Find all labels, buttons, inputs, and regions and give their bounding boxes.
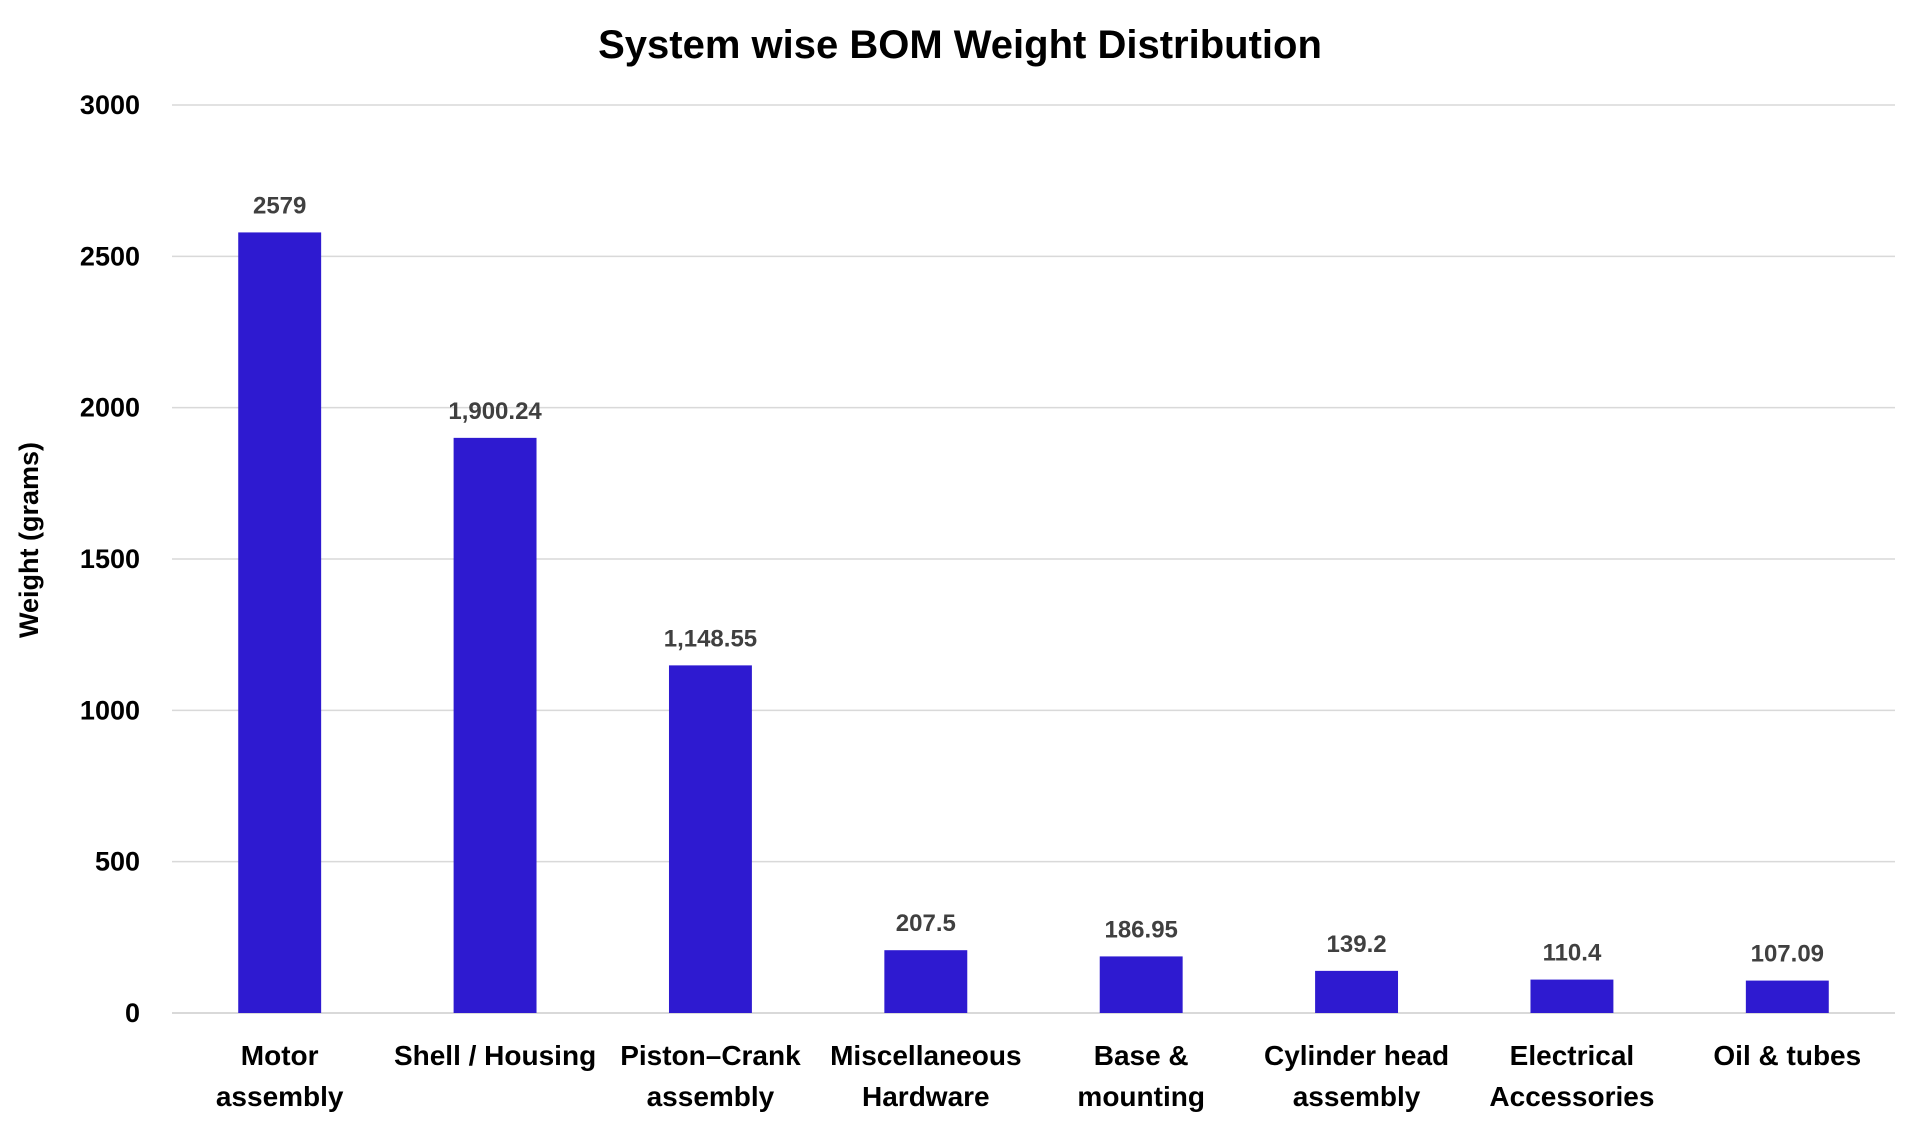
y-tick-label: 2500 <box>80 241 140 271</box>
x-tick-label: Miscellaneous <box>830 1040 1021 1071</box>
x-tick-label: Oil & tubes <box>1713 1040 1861 1071</box>
x-tick-label: Motor <box>241 1040 319 1071</box>
x-tick-label: assembly <box>1293 1081 1421 1112</box>
y-axis-label: Weight (grams) <box>14 442 44 638</box>
x-tick-label: Base & <box>1094 1040 1189 1071</box>
data-label: 139.2 <box>1327 931 1387 958</box>
y-tick-label: 500 <box>95 847 140 877</box>
data-label: 1,900.24 <box>448 398 542 425</box>
y-tick-label: 0 <box>125 998 140 1028</box>
bar <box>1530 979 1614 1013</box>
x-tick-label: Hardware <box>862 1081 990 1112</box>
data-labels: 2579 1,900.24 1,148.55 207.5 186.95 139.2 110.… <box>253 192 1824 967</box>
y-tick-label: 3000 <box>80 90 140 120</box>
data-label: 186.95 <box>1104 916 1177 943</box>
bar <box>668 665 752 1013</box>
y-tick-label: 1500 <box>80 544 140 574</box>
x-tick-label: assembly <box>216 1081 344 1112</box>
chart-title: System wise BOM Weight Distribution <box>598 23 1322 67</box>
bar <box>1745 980 1829 1013</box>
bar <box>1315 970 1399 1013</box>
bar <box>238 232 322 1013</box>
x-tick-label: Shell / Housing <box>394 1040 596 1071</box>
x-tick-label: mounting <box>1077 1081 1205 1112</box>
x-axis-ticks: Motor assembly Shell / Housing Piston–Crank… <box>216 1040 1861 1112</box>
x-tick-label: Piston–Crank <box>620 1040 801 1071</box>
data-label: 2579 <box>253 192 306 219</box>
data-label: 1,148.55 <box>664 625 757 652</box>
x-tick-label: Accessories <box>1489 1081 1654 1112</box>
gridlines <box>172 104 1895 1014</box>
data-label: 110.4 <box>1543 940 1602 967</box>
x-tick-label: assembly <box>647 1081 775 1112</box>
y-tick-label: 2000 <box>80 393 140 423</box>
y-axis-ticks: 0 500 1000 1500 2000 2500 3000 <box>80 90 140 1028</box>
x-tick-label: Cylinder head <box>1264 1040 1449 1071</box>
bars <box>238 232 1829 1013</box>
data-label: 207.5 <box>896 910 956 937</box>
y-tick-label: 1000 <box>80 695 140 725</box>
data-label: 107.09 <box>1751 941 1824 968</box>
bar <box>1099 956 1183 1013</box>
bar <box>884 950 968 1013</box>
x-tick-label: Electrical <box>1510 1040 1635 1071</box>
bar <box>453 437 537 1013</box>
